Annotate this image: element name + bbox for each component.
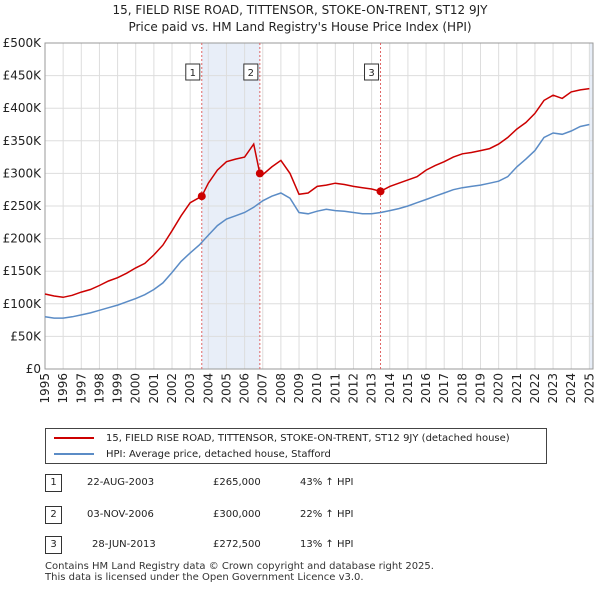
sale-date: 03-NOV-2006 [87, 509, 154, 520]
legend: 15, FIELD RISE ROAD, TITTENSOR, STOKE-ON… [45, 428, 547, 464]
sale-date: 22-AUG-2003 [87, 477, 155, 488]
legend-line-hpi [54, 453, 94, 455]
y-tick-label: £200K [3, 232, 43, 246]
legend-item-hpi: HPI: Average price, detached house, Staf… [54, 446, 331, 462]
x-tick-label: 2022 [528, 373, 542, 404]
x-tick-label: 2023 [546, 373, 560, 404]
sale-price: £272,500 [213, 539, 261, 550]
y-tick-label: £150K [3, 264, 43, 278]
y-tick-label: £300K [3, 166, 43, 180]
chart-title: 15, FIELD RISE ROAD, TITTENSOR, STOKE-ON… [112, 3, 488, 17]
x-tick-label: 2013 [365, 373, 379, 404]
y-tick-label: £450K [3, 69, 43, 83]
sale-point-1 [197, 192, 206, 201]
legend-line-property [54, 437, 94, 439]
x-tick-label: 1995 [38, 373, 52, 404]
y-tick-label: £0 [26, 362, 41, 376]
sale-price: £300,000 [213, 509, 261, 520]
legend-label-hpi: HPI: Average price, detached house, Staf… [106, 448, 331, 460]
x-tick-label: 2021 [510, 373, 524, 404]
x-tick-label: 2025 [582, 373, 596, 404]
sale-number-badge: 3 [45, 536, 62, 554]
sale-label-1: 1 [190, 68, 196, 79]
sale-label-box-1 [185, 63, 201, 81]
footer-copyright: Contains HM Land Registry data © Crown c… [45, 561, 434, 572]
x-tick-label: 2015 [401, 373, 415, 404]
x-tick-label: 2005 [219, 373, 233, 404]
y-tick-label: £50K [10, 329, 42, 343]
x-tick-label: 1998 [92, 373, 106, 404]
sale-hpi-diff: 22% ↑ HPI [300, 509, 354, 520]
sale-label-box-2 [243, 63, 259, 81]
sale-price: £265,000 [213, 477, 261, 488]
x-tick-label: 1999 [111, 373, 125, 404]
x-tick-label: 2018 [455, 373, 469, 404]
y-tick-label: £100K [3, 297, 43, 311]
sale-label-3: 3 [368, 68, 374, 79]
x-tick-label: 2001 [147, 373, 161, 404]
sale-hpi-diff: 43% ↑ HPI [300, 477, 354, 488]
sale-number-badge: 1 [45, 474, 62, 492]
x-tick-label: 2003 [183, 373, 197, 404]
y-tick-label: £400K [3, 101, 43, 115]
sale-hpi-diff: 13% ↑ HPI [300, 539, 354, 550]
x-tick-label: 1996 [56, 373, 70, 404]
property-price-line [44, 87, 590, 299]
sale-point-2 [255, 169, 264, 178]
x-tick-label: 2006 [238, 373, 252, 404]
x-tick-label: 2024 [564, 373, 578, 404]
x-tick-label: 1997 [74, 373, 88, 404]
sale-label-2: 2 [248, 68, 254, 79]
y-tick-label: £350K [3, 134, 43, 148]
x-tick-label: 2004 [201, 373, 215, 404]
x-tick-label: 2012 [346, 373, 360, 404]
sale-point-3 [376, 187, 385, 196]
plot-border [44, 42, 594, 370]
legend-item-property: 15, FIELD RISE ROAD, TITTENSOR, STOKE-ON… [54, 430, 510, 446]
sale-label-box-3 [364, 63, 380, 81]
sale-date: 28-JUN-2013 [92, 539, 156, 550]
x-tick-label: 2016 [419, 373, 433, 404]
x-tick-label: 2017 [437, 373, 451, 404]
x-tick-label: 2011 [328, 373, 342, 404]
x-tick-label: 2020 [492, 373, 506, 404]
x-tick-label: 2019 [473, 373, 487, 404]
price-chart: £0 £50K £100K £150K £200K £250K £300K £350K £400… [3, 36, 597, 404]
x-tick-label: 2000 [129, 373, 143, 404]
y-tick-label: £500K [3, 36, 43, 50]
x-tick-label: 2007 [256, 373, 270, 404]
hpi-line [44, 123, 590, 319]
chart-subtitle: Price paid vs. HM Land Registry's House … [128, 20, 472, 34]
y-tick-label: £250K [3, 199, 43, 213]
legend-label-property: 15, FIELD RISE ROAD, TITTENSOR, STOKE-ON… [106, 432, 510, 444]
x-tick-label: 2009 [292, 373, 306, 404]
x-tick-label: 2002 [165, 373, 179, 404]
x-tick-label: 2014 [383, 373, 397, 404]
sale-number-badge: 2 [45, 506, 62, 524]
x-tick-label: 2010 [310, 373, 324, 404]
x-tick-label: 2008 [274, 373, 288, 404]
footer-licence: This data is licensed under the Open Gov… [45, 572, 364, 583]
